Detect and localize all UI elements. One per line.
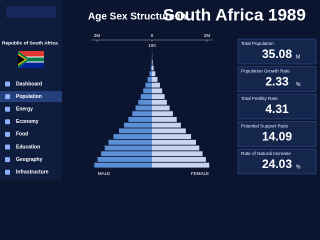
stat-label: Potential Support Ratio: [241, 124, 289, 129]
menu-item[interactable]: Infrastructure: [16, 170, 49, 176]
stat-value: 14.09: [262, 130, 292, 144]
menu-icon: [5, 169, 10, 175]
title-country: South Africa: [163, 5, 264, 24]
bar: [152, 105, 170, 111]
bar: [152, 71, 156, 77]
bar: [152, 122, 181, 128]
stat-card: [237, 121, 317, 147]
legend-label: FEMALE: [191, 171, 209, 176]
bar: [145, 82, 152, 88]
menu-icon: [5, 119, 10, 125]
title: Age Sex Structure in: [88, 12, 186, 23]
country-label: Republic of South Africa: [2, 40, 58, 46]
bar: [152, 65, 154, 71]
menu-icon: [5, 81, 10, 87]
bar: [147, 76, 152, 82]
legend-label: MALE: [98, 171, 110, 176]
bar: [152, 139, 196, 145]
stat-card: [237, 38, 317, 65]
bar: [152, 111, 173, 117]
bar: [152, 59, 153, 65]
menu-item[interactable]: Economy: [16, 119, 39, 125]
bar: [143, 88, 152, 94]
title-year: 1989: [268, 5, 306, 24]
sidebar: [0, 0, 62, 180]
stat-label: Population Growth Rate: [241, 69, 290, 74]
menu-highlight: [0, 91, 62, 103]
bar: [135, 105, 152, 111]
stat-value: 4.31: [265, 102, 289, 116]
bar: [152, 94, 165, 100]
bar: [152, 99, 167, 105]
stat-label: Rate of Natural Increase: [241, 151, 291, 156]
stat-value: 24.03: [262, 157, 292, 171]
logo: [6, 6, 56, 18]
bar: [152, 88, 163, 94]
bar: [132, 111, 152, 117]
stat-unit: %: [296, 164, 301, 170]
bar: [152, 145, 200, 151]
stat-label: Total Fertility Rate: [241, 96, 278, 101]
bar: [108, 139, 152, 145]
bar: [152, 162, 210, 168]
menu-item[interactable]: Energy: [16, 107, 33, 113]
bar: [101, 151, 152, 157]
bar: [150, 65, 152, 71]
bar: [152, 128, 186, 134]
bar: [152, 82, 160, 88]
bar: [97, 156, 152, 162]
flag: [18, 51, 44, 68]
x-tick-label: 0: [151, 33, 154, 38]
stat-unit: %: [296, 82, 301, 88]
stat-label: Total Population: [241, 41, 274, 46]
stat-card: [237, 93, 317, 120]
bar: [94, 162, 152, 168]
dashboard: Republic of South Africa Dashboard Popula…: [0, 0, 317, 180]
stat-unit: M: [296, 54, 300, 60]
bar: [123, 122, 152, 128]
bar: [152, 151, 203, 157]
x-tick-label: 2M: [204, 33, 211, 38]
bar: [140, 94, 152, 100]
stat-value: 2.33: [265, 75, 289, 89]
menu-icon: [5, 94, 10, 100]
menu-item[interactable]: Geography: [16, 157, 43, 163]
stat-value: 35.08: [262, 47, 292, 61]
bar: [152, 116, 177, 122]
bar: [149, 71, 152, 77]
page: {"sidebar":{"country":"Republic of South…: [0, 0, 317, 180]
menu-item[interactable]: Dashboard: [16, 81, 42, 87]
menu-icon: [5, 106, 10, 112]
bar: [152, 156, 206, 162]
x-tick-label: 2M: [94, 33, 101, 38]
bar: [152, 134, 192, 140]
menu-item[interactable]: Food: [16, 132, 28, 138]
menu-icon: [5, 131, 10, 137]
bar: [138, 99, 152, 105]
bar: [113, 134, 152, 140]
bar: [152, 76, 158, 82]
menu-item[interactable]: Population: [16, 94, 42, 100]
stat-card: [237, 148, 317, 175]
bar: [128, 116, 152, 122]
menu-icon: [5, 144, 10, 150]
menu-item[interactable]: Education: [16, 144, 40, 150]
category-label: 100: [148, 43, 156, 48]
bar: [119, 128, 152, 134]
menu-icon: [5, 157, 10, 163]
bar: [104, 145, 152, 151]
stat-card: [237, 66, 317, 92]
